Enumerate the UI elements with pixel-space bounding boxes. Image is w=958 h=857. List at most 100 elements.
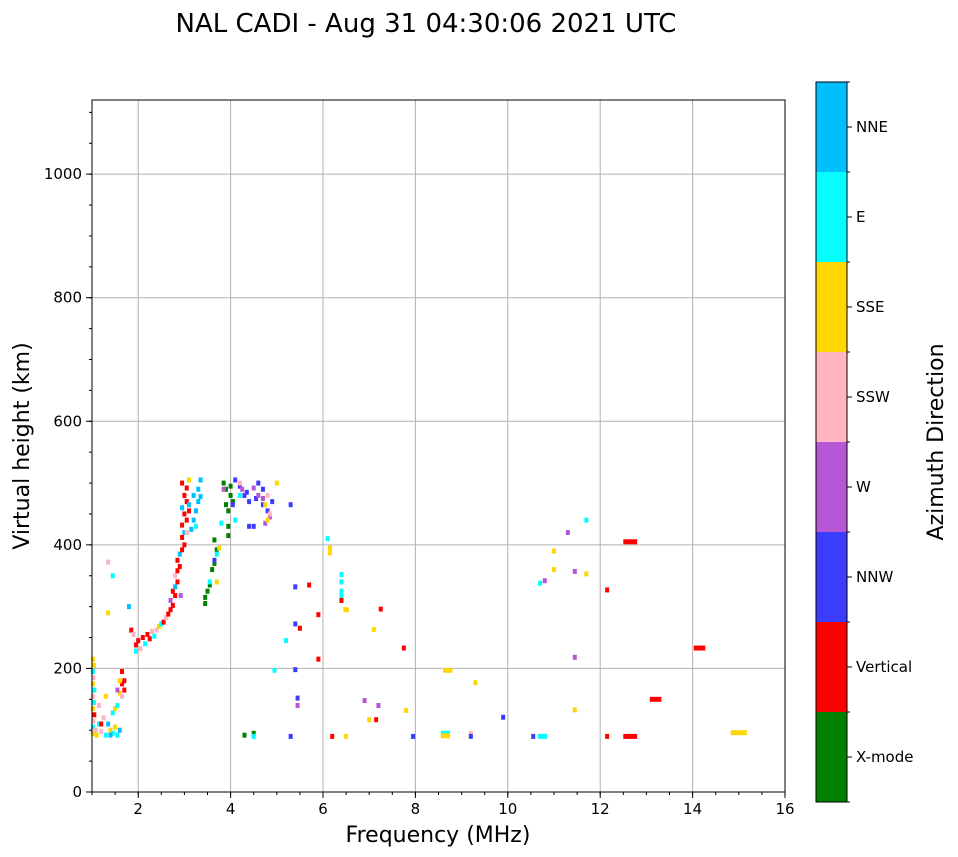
data-point-e — [339, 593, 344, 599]
data-point-vertical — [122, 687, 127, 693]
data-point-nnw — [501, 714, 506, 720]
colorbar-tick-label: E — [856, 208, 865, 226]
data-point-nnw — [265, 508, 270, 514]
data-point-nnw — [288, 502, 293, 508]
data-point-w — [263, 520, 268, 526]
data-point-x-mode — [205, 588, 210, 594]
data-point-sse — [344, 733, 349, 739]
data-point-nnw — [212, 557, 217, 563]
data-point-e — [159, 621, 164, 627]
data-point-nne — [196, 486, 201, 492]
data-point-ssw — [154, 627, 159, 633]
data-point-ssw — [267, 511, 272, 517]
data-point-e — [339, 588, 344, 594]
data-point-e — [214, 551, 219, 557]
data-point-e — [538, 580, 543, 586]
data-point-ssw — [101, 715, 106, 721]
data-point-sse — [552, 567, 556, 573]
data-point-ssw — [468, 730, 473, 736]
data-point-vertical — [120, 669, 125, 675]
data-point-sse — [91, 662, 96, 668]
data-point-e — [96, 721, 101, 727]
colorbar-segment-x-mode — [816, 712, 847, 802]
data-point-nne — [193, 508, 198, 514]
data-point-w — [221, 486, 226, 492]
data-point-sse — [90, 681, 95, 687]
data-point-vertical — [122, 678, 127, 684]
data-point-nne — [180, 505, 185, 511]
data-point-e — [152, 633, 157, 639]
data-point-nnw — [295, 695, 300, 701]
data-point-w — [572, 568, 577, 574]
data-point-e — [115, 703, 120, 708]
grid — [92, 100, 785, 792]
y-tick-label: 200 — [53, 659, 82, 677]
data-point-nnw — [251, 523, 256, 529]
data-point-nne — [182, 530, 187, 535]
data-point-nnw — [411, 733, 416, 739]
data-point-nne — [191, 492, 196, 498]
data-point-x-mode — [203, 594, 208, 600]
data-point-nnw — [256, 480, 261, 486]
chart-title: NAL CADI - Aug 31 04:30:06 2021 UTC — [176, 9, 677, 39]
data-point-nne — [189, 526, 194, 532]
colorbar-segment-ssw — [816, 352, 847, 442]
data-point-w — [295, 703, 300, 708]
data-point-vertical — [133, 642, 138, 648]
data-point-sse — [94, 732, 99, 738]
data-point-sse — [730, 730, 747, 736]
data-point-nne — [117, 727, 122, 733]
data-point-nne — [187, 502, 192, 508]
data-point-vertical — [316, 612, 321, 618]
y-tick-label: 600 — [53, 412, 82, 430]
data-point-sse — [90, 656, 95, 662]
data-point-vertical — [136, 638, 141, 644]
data-point-vertical — [175, 557, 180, 563]
data-point-vertical — [297, 625, 302, 631]
data-point-vertical — [180, 480, 185, 486]
colorbar-tick-label: SSW — [856, 388, 890, 406]
data-point-ssw — [96, 703, 101, 708]
data-point-vertical — [187, 508, 192, 514]
data-point-vertical — [649, 696, 662, 702]
data-point-vertical — [180, 547, 185, 553]
data-point-vertical — [623, 539, 638, 545]
data-point-nnw — [260, 486, 265, 492]
data-point-w — [376, 703, 381, 708]
data-point-sse — [263, 502, 268, 508]
data-point-vertical — [173, 593, 178, 599]
data-point-vertical — [184, 499, 189, 505]
data-point-sse — [113, 706, 118, 712]
data-point-ssw — [173, 573, 178, 579]
data-point-sse — [473, 680, 478, 686]
colorbar-frame — [815, 81, 848, 803]
data-point-vertical — [175, 579, 180, 585]
data-point-e — [110, 573, 115, 579]
data-point-vertical — [92, 712, 97, 718]
data-point-vertical — [170, 602, 175, 608]
data-point-e — [115, 732, 120, 738]
colorbar-segment-vertical — [816, 622, 847, 712]
data-point-x-mode — [212, 537, 217, 543]
data-point-vertical — [378, 606, 383, 612]
data-point-vertical — [693, 645, 706, 651]
x-tick-label: 14 — [683, 800, 702, 818]
data-point-nnw — [468, 733, 473, 739]
data-point-w — [115, 687, 120, 693]
data-point-sse — [367, 717, 372, 723]
data-point-vertical — [161, 619, 166, 625]
data-point-w — [251, 485, 256, 491]
data-point-nnw — [242, 492, 247, 498]
data-point-ssw — [131, 631, 136, 637]
data-point-x-mode — [221, 480, 226, 486]
data-point-ssw — [120, 693, 125, 699]
data-point-sse — [117, 690, 122, 696]
data-point-w — [572, 654, 577, 660]
data-point-ssw — [106, 559, 111, 565]
data-point-vertical — [170, 588, 175, 594]
colorbar-segment-nne — [816, 82, 847, 172]
data-point-sse — [106, 610, 111, 616]
data-point-nne — [198, 494, 203, 500]
data-point-sse — [187, 477, 192, 483]
